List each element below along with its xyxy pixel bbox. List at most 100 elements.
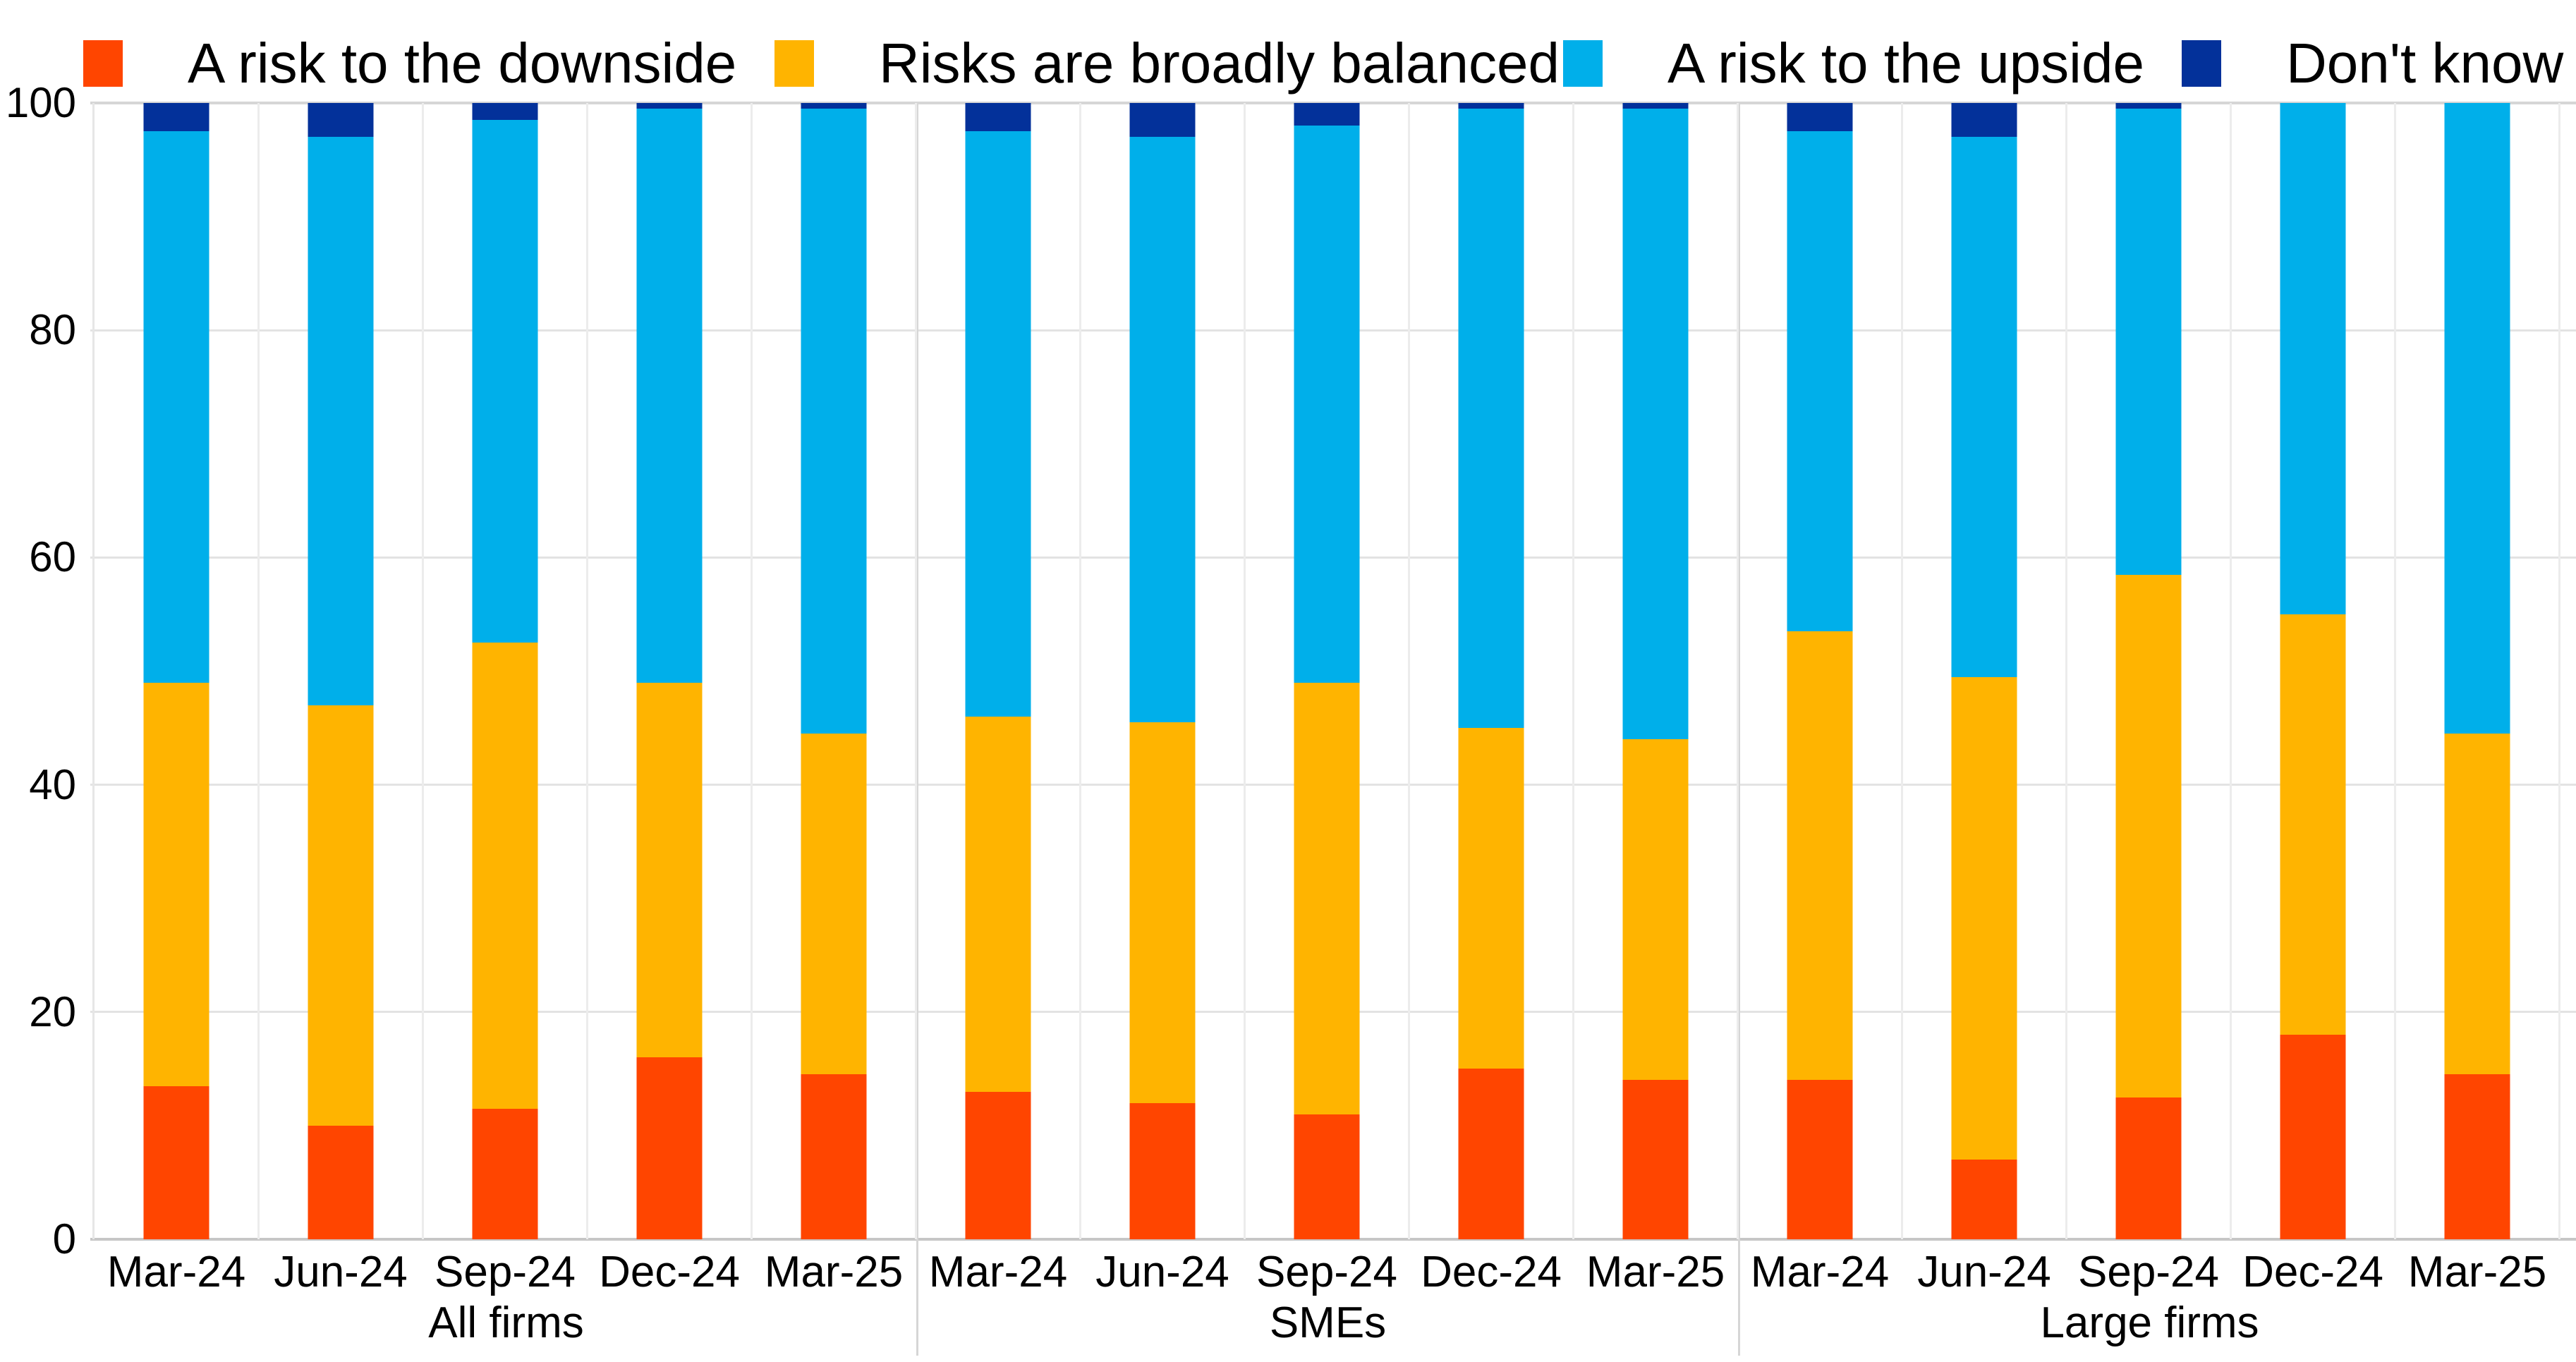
x-tick-label: Sep-24 [2078,1248,2219,1296]
bar-segment-downside [1951,1160,2017,1239]
stacked-bar [1787,103,1853,1239]
bar-segment-upside [2280,103,2346,614]
bar-segment-upside [472,120,538,643]
legend-swatch-dontknow-icon [2182,40,2221,87]
x-tick-label: Dec-24 [599,1248,740,1296]
gridline-100 [90,102,2576,104]
bar-segment-downside [2280,1035,2346,1239]
x-axis-line [90,1238,2576,1241]
bar-segment-dontknow [1622,103,1689,109]
bar-segment-downside [143,1086,209,1239]
bar-segment-upside [965,131,1031,717]
y-tick-label: 20 [29,987,76,1035]
bar-segment-balanced [801,734,867,1075]
category: Dec-24 [2232,103,2396,1294]
x-tick-label: Mar-25 [2407,1248,2547,1296]
bar-segment-upside [1951,137,2017,677]
bar-segment-upside [2444,103,2510,734]
bar-segment-balanced [2280,614,2346,1035]
bar-segment-dontknow [1787,103,1853,132]
bar-segment-downside [965,1091,1031,1239]
bar-segment-upside [1129,137,1196,723]
stacked-bar [2115,103,2182,1239]
bar-segment-downside [636,1057,703,1239]
bar-segment-downside [1294,1114,1360,1239]
legend-label-upside: A risk to the upside [1667,32,2144,95]
stacked-bar [1129,103,1196,1239]
bar-segment-balanced [308,705,374,1126]
bar-segment-downside [801,1074,867,1239]
stacked-bar [965,103,1031,1239]
bar-segment-balanced [472,643,538,1109]
bar-segment-dontknow [636,103,703,109]
y-tick-label: 0 [52,1215,76,1263]
bar-segment-balanced [1458,728,1524,1069]
y-axis-line [92,103,95,1239]
bar-segment-balanced [1951,676,2017,1160]
bar-segment-downside [1787,1080,1853,1239]
x-tick-label: Sep-24 [435,1248,576,1296]
bar-segment-dontknow [472,103,538,121]
bar-segment-upside [1458,109,1524,729]
category: Mar-24 [1739,103,1903,1294]
category: Mar-25 [2396,103,2560,1294]
stacked-bar [472,103,538,1239]
bar-segment-dontknow [143,103,209,132]
legend-swatch-upside-icon [1563,40,1603,87]
bar-segment-downside [1458,1069,1524,1239]
x-tick-label: Mar-25 [1586,1248,1725,1296]
legend-label-balanced: Risks are broadly balanced [879,32,1560,95]
bar-segment-downside [2115,1097,2182,1239]
legend-label-downside: A risk to the downside [188,32,737,95]
bar-segment-balanced [143,682,209,1086]
category: Jun-24 [260,103,424,1294]
x-tick-label: Jun-24 [1917,1248,2051,1296]
category: Sep-24 [2067,103,2232,1294]
category: Sep-24 [424,103,588,1294]
bar-segment-dontknow [308,103,374,138]
group-label: Large firms [2040,1299,2259,1347]
y-tick-label: 40 [29,760,76,808]
category: Mar-24 [95,103,260,1294]
bar-segment-upside [143,131,209,683]
x-tick-label: Sep-24 [1256,1248,1397,1296]
bar-segment-dontknow [1294,103,1360,126]
y-tick-label: 60 [29,533,76,581]
bar-segment-upside [1294,126,1360,683]
bar-segment-balanced [636,682,703,1058]
bar-segment-dontknow [1458,103,1524,109]
plot-area: Mar-24 Jun-24 Sep-24 Dec-24 Mar-25 Mar-24 Jun-… [95,103,2560,1294]
stacked-bar [801,103,867,1239]
category: Dec-24 [588,103,753,1294]
x-tick-label: Dec-24 [2242,1248,2383,1296]
stacked-bar [1622,103,1689,1239]
legend-item-dontknow: Don't know [2182,35,2563,92]
bar-segment-upside [1787,131,1853,632]
stacked-bar [308,103,374,1239]
x-tick-label: Mar-25 [764,1248,904,1296]
bar-segment-balanced [1294,682,1360,1114]
group-label: All firms [428,1299,584,1347]
legend-swatch-downside-icon [83,40,123,87]
bar-segment-dontknow [965,103,1031,132]
x-tick-label: Mar-24 [928,1248,1068,1296]
bar-segment-upside [636,109,703,683]
bar-segment-downside [1129,1102,1196,1239]
legend-item-balanced: Risks are broadly balanced [774,32,1560,95]
category: Dec-24 [1410,103,1574,1294]
x-tick-label: Jun-24 [1095,1248,1229,1296]
bar-segment-balanced [2115,574,2182,1097]
stacked-bar [1294,103,1360,1239]
bar-segment-downside [472,1108,538,1239]
stacked-bar [636,103,703,1239]
bar-segment-upside [801,109,867,734]
stacked-bar [2280,103,2346,1239]
y-tick-label: 100 [5,79,76,126]
stacked-bar [2444,103,2510,1239]
bar-segment-dontknow [1129,103,1196,138]
bar-segment-upside [308,137,374,705]
stacked-bar [1951,103,2017,1239]
group-label: SMEs [1269,1299,1387,1347]
bar-segment-balanced [1622,739,1689,1081]
